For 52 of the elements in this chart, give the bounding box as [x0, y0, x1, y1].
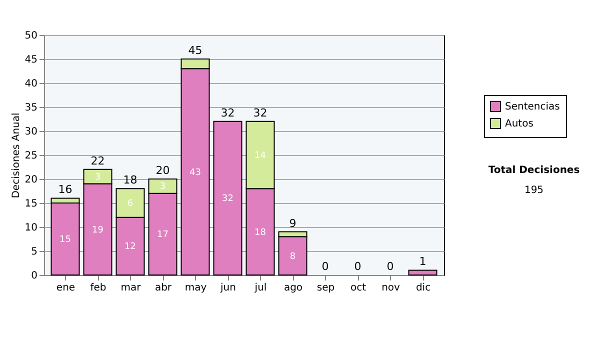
y-tick-label: 20 [24, 174, 38, 186]
y-tick-label: 35 [24, 102, 38, 114]
x-tick-label: ene [56, 282, 76, 294]
x-tick-label: abr [154, 282, 172, 294]
x-tick-label: ago [284, 282, 303, 294]
x-tick-label: feb [90, 282, 106, 294]
total-label: 0 [322, 260, 329, 273]
data-label: 12 [124, 242, 136, 252]
x-tick-label: jul [254, 282, 267, 294]
data-label: 18 [254, 228, 266, 238]
y-tick-label: 10 [24, 222, 38, 234]
y-axis-title: Decisiones Anual [10, 112, 22, 198]
y-tick-label: 30 [24, 126, 38, 138]
data-label: 19 [92, 225, 104, 236]
y-tick-label: 15 [24, 198, 38, 210]
data-label: 43 [190, 168, 201, 178]
data-label: 14 [254, 151, 266, 161]
legend-label: Autos [505, 118, 534, 130]
total-label: 18 [123, 174, 138, 187]
total-label: 45 [188, 44, 202, 57]
x-tick-label: nov [382, 282, 400, 294]
y-tick-label: 0 [31, 270, 38, 282]
text: Total Decisiones [488, 165, 580, 176]
x-tick-label: jun [220, 282, 236, 294]
legend-label: Sentencias [505, 102, 560, 112]
total-label: 9 [289, 216, 296, 230]
data-label: 17 [157, 230, 168, 240]
total-label: 1 [419, 255, 426, 268]
data-label: 32 [222, 194, 234, 204]
y-tick-label: 5 [31, 246, 38, 258]
y-tick-label: 50 [24, 30, 38, 42]
x-tick-label: dic [416, 282, 431, 294]
data-label: 3 [94, 172, 101, 183]
total-label: 16 [58, 183, 72, 196]
data-label: 3 [160, 182, 166, 192]
total-label: 32 [220, 106, 235, 120]
total-label: 0 [386, 260, 394, 273]
data-label: 6 [127, 199, 134, 209]
total-label: 20 [156, 164, 170, 177]
total-label: 22 [90, 154, 105, 168]
y-tick-label: 40 [24, 78, 38, 90]
data-label: 8 [290, 252, 296, 262]
x-tick-label: sep [316, 282, 335, 294]
x-tick-label: mar [120, 282, 142, 294]
total-label: 0 [354, 260, 362, 273]
data-label: 15 [60, 235, 71, 245]
x-tick-label: oct [350, 282, 366, 294]
text: 195 [524, 185, 544, 196]
x-tick-label: may [184, 282, 207, 294]
y-tick-label: 25 [24, 150, 38, 162]
total-label: 32 [253, 106, 268, 120]
y-tick-label: 45 [24, 54, 38, 66]
